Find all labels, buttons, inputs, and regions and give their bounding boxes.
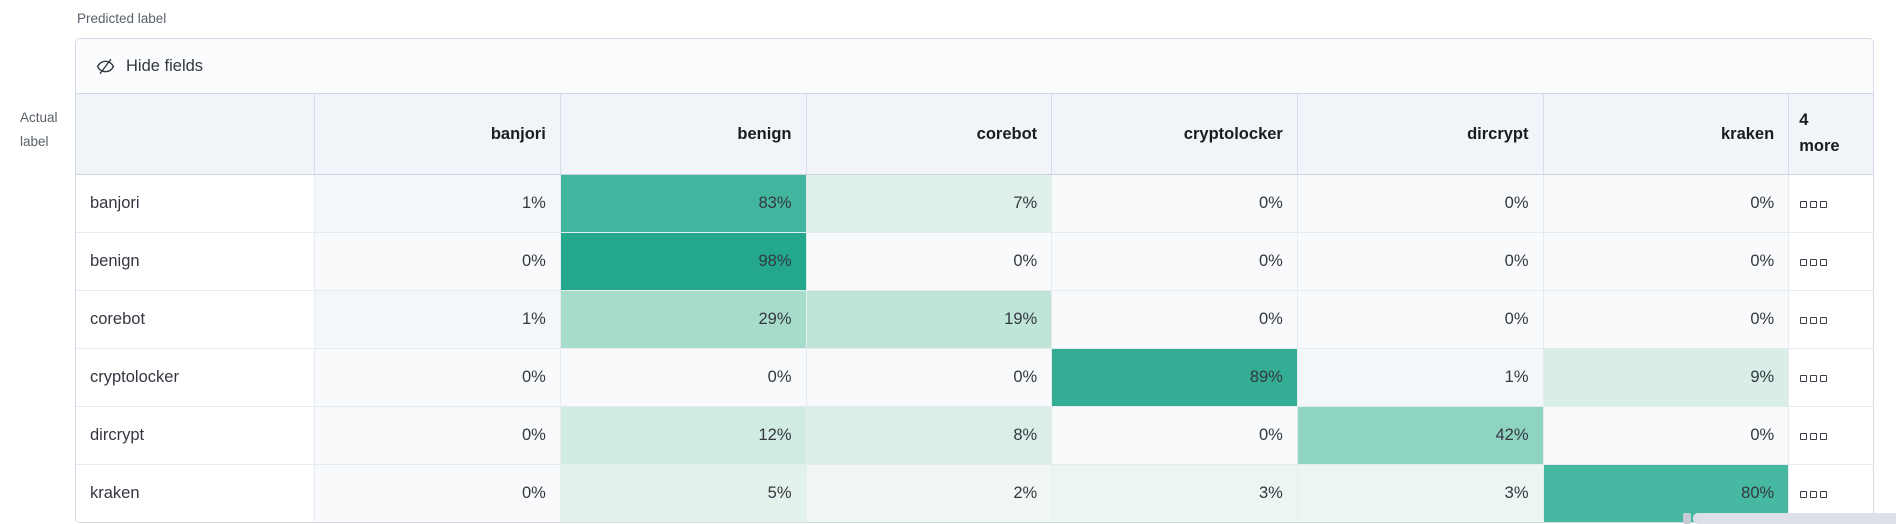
matrix-cell: 1% <box>314 290 561 349</box>
matrix-cell: 0% <box>1051 290 1298 349</box>
more-header-count: 4 <box>1799 111 1809 130</box>
boxes-horizontal-icon[interactable] <box>1800 317 1828 324</box>
actual-axis-label: Actual label <box>20 106 58 155</box>
boxes-horizontal-icon[interactable] <box>1800 259 1828 266</box>
eye-closed-icon <box>96 57 115 76</box>
header-row: banjori benign corebot cryptolocker dirc… <box>76 94 1873 175</box>
row-more-actions[interactable] <box>1788 174 1873 233</box>
horizontal-scrollbar-thumb[interactable] <box>1693 513 1896 524</box>
header-corner-cell <box>76 94 315 175</box>
matrix-cell: 29% <box>559 290 806 349</box>
row-more-actions[interactable] <box>1788 464 1873 522</box>
matrix-cell: 5% <box>559 464 806 522</box>
row-more-actions[interactable] <box>1788 290 1873 349</box>
matrix-cell: 7% <box>805 174 1052 233</box>
matrix-cell: 0% <box>559 348 806 407</box>
boxes-horizontal-icon[interactable] <box>1800 433 1828 440</box>
matrix-cell: 0% <box>805 232 1052 291</box>
row-more-actions[interactable] <box>1788 406 1873 465</box>
row-label-benign: benign <box>76 232 315 291</box>
matrix-cell: 89% <box>1051 348 1298 407</box>
matrix-cell: 0% <box>1296 290 1544 349</box>
table-row: kraken 0% 5% 2% 3% 3% 80% <box>76 464 1873 522</box>
hide-fields-label: Hide fields <box>126 56 204 75</box>
grid-toolbar: Hide fields <box>76 39 1873 94</box>
table-row: dircrypt 0% 12% 8% 0% 42% 0% <box>76 406 1873 465</box>
row-label-dircrypt: dircrypt <box>76 406 315 465</box>
row-label-kraken: kraken <box>76 464 315 522</box>
matrix-cell: 3% <box>1051 464 1298 522</box>
matrix-cell: 1% <box>314 174 561 233</box>
matrix-cell: 0% <box>314 232 561 291</box>
matrix-cell: 0% <box>1296 232 1544 291</box>
actual-axis-line1: Actual <box>20 110 58 125</box>
matrix-cell: 8% <box>805 406 1052 465</box>
matrix-cell: 0% <box>1542 174 1789 233</box>
boxes-horizontal-icon[interactable] <box>1800 201 1828 208</box>
matrix-cell: 3% <box>1296 464 1544 522</box>
matrix-cell: 83% <box>559 174 806 233</box>
row-label-banjori: banjori <box>76 174 315 233</box>
row-more-actions[interactable] <box>1788 232 1873 291</box>
table-row: banjori 1% 83% 7% 0% 0% 0% <box>76 174 1873 233</box>
row-more-actions[interactable] <box>1788 348 1873 407</box>
matrix-cell: 0% <box>1051 232 1298 291</box>
matrix-cell: 0% <box>805 348 1052 407</box>
matrix-cell: 0% <box>314 348 561 407</box>
table-row: corebot 1% 29% 19% 0% 0% 0% <box>76 290 1873 349</box>
matrix-cell: 9% <box>1542 348 1789 407</box>
matrix-cell: 0% <box>1051 174 1298 233</box>
boxes-horizontal-icon[interactable] <box>1800 491 1828 498</box>
matrix-cell: 19% <box>805 290 1052 349</box>
row-label-corebot: corebot <box>76 290 315 349</box>
matrix-cell: 0% <box>1051 406 1298 465</box>
matrix-cell: 0% <box>1542 406 1789 465</box>
more-header-word: more <box>1799 137 1840 155</box>
column-header-corebot[interactable]: corebot <box>805 94 1052 175</box>
matrix-cell: 0% <box>314 406 561 465</box>
hide-fields-button[interactable]: Hide fields <box>96 57 203 76</box>
table-row: cryptolocker 0% 0% 0% 89% 1% 9% <box>76 348 1873 407</box>
matrix-cell: 12% <box>559 406 806 465</box>
table-row: benign 0% 98% 0% 0% 0% 0% <box>76 232 1873 291</box>
matrix-cell: 1% <box>1296 348 1544 407</box>
column-header-more[interactable]: 4 more <box>1788 94 1873 175</box>
matrix-cell: 0% <box>1542 232 1789 291</box>
matrix-cell: 2% <box>805 464 1052 522</box>
boxes-horizontal-icon[interactable] <box>1800 375 1828 382</box>
matrix-cell: 0% <box>314 464 561 522</box>
column-header-dircrypt[interactable]: dircrypt <box>1296 94 1544 175</box>
matrix-cell: 42% <box>1296 406 1544 465</box>
column-header-benign[interactable]: benign <box>559 94 806 175</box>
row-label-cryptolocker: cryptolocker <box>76 348 315 407</box>
column-header-banjori[interactable]: banjori <box>314 94 561 175</box>
predicted-axis-label: Predicted label <box>77 11 167 26</box>
matrix-cell: 98% <box>559 232 806 291</box>
actual-axis-line2: label <box>20 134 49 150</box>
scrollbar-nub[interactable] <box>1683 513 1691 524</box>
matrix-cell: 80% <box>1542 464 1789 522</box>
confusion-matrix-grid: Hide fields banjori benign corebot crypt… <box>75 38 1874 523</box>
column-header-cryptolocker[interactable]: cryptolocker <box>1051 94 1298 175</box>
matrix-cell: 0% <box>1542 290 1789 349</box>
confusion-matrix-table: banjori benign corebot cryptolocker dirc… <box>76 94 1873 522</box>
matrix-cell: 0% <box>1296 174 1544 233</box>
column-header-kraken[interactable]: kraken <box>1542 94 1789 175</box>
